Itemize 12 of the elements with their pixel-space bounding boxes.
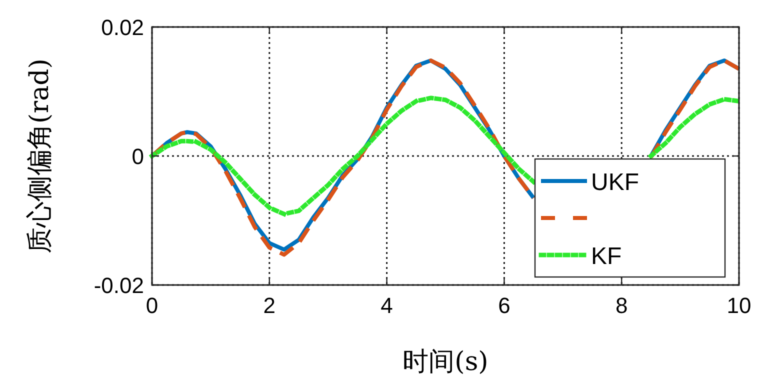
x-tick-label: 6 xyxy=(498,293,510,318)
x-tick-label: 2 xyxy=(263,293,276,318)
y-tick-label: 0.02 xyxy=(101,15,144,40)
y-tick-label: -0.02 xyxy=(94,273,144,298)
y-tick-label: 0 xyxy=(132,144,144,169)
y-axis-title: 质心侧偏角(rad) xyxy=(25,58,55,254)
legend-label: KF xyxy=(591,243,622,270)
x-tick-label: 8 xyxy=(615,293,628,318)
legend-label: UKF xyxy=(591,169,639,196)
x-tick-label: 4 xyxy=(380,293,393,318)
x-tick-label: 10 xyxy=(726,293,752,318)
x-axis-title: 时间(s) xyxy=(402,347,488,377)
